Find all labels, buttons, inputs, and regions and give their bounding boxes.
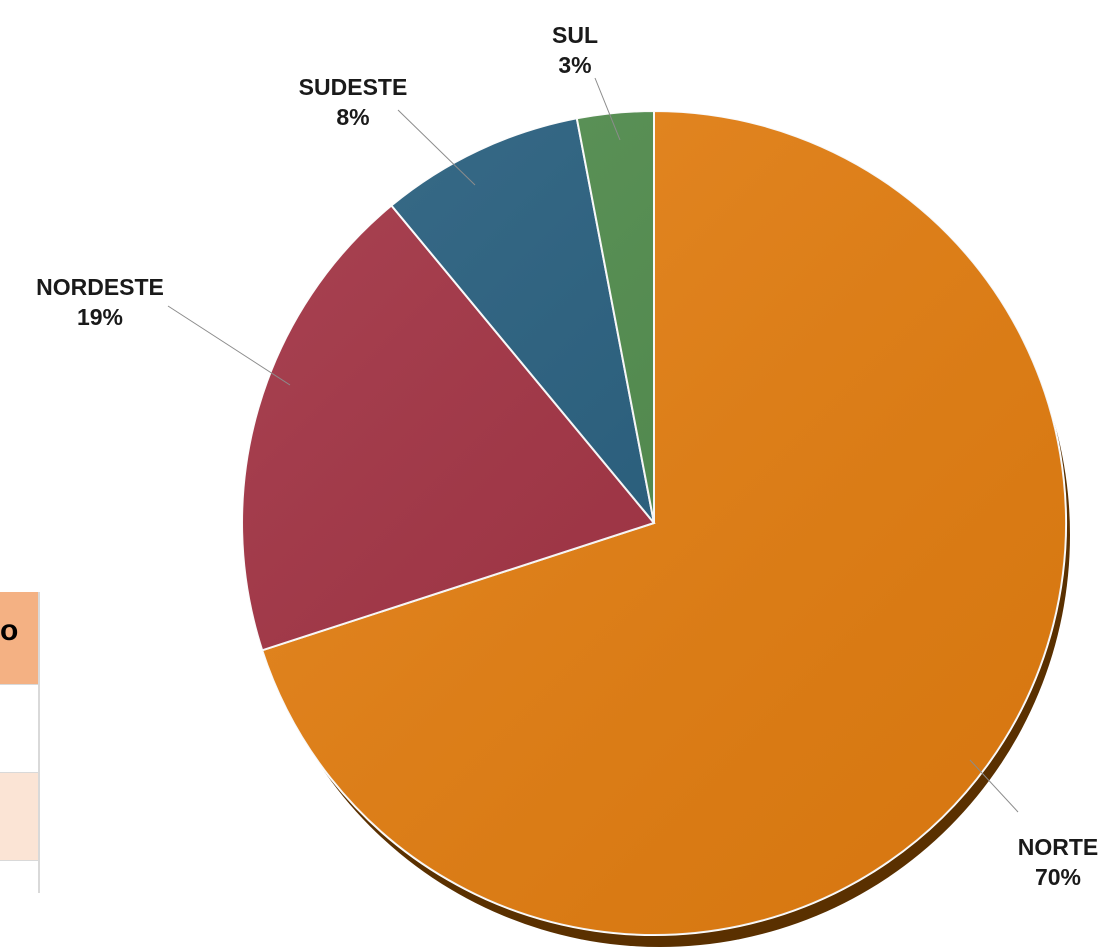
table-fragment: o [0, 592, 40, 893]
leader-line-sul [594, 77, 621, 141]
slice-label-norte: NORTE [1018, 834, 1099, 860]
leader-line-norte [969, 759, 1019, 813]
slice-label-sul: SUL [552, 22, 598, 48]
slice-label-sudeste: SUDESTE [299, 74, 408, 100]
slice-percent-norte: 70% [1035, 864, 1081, 890]
slice-percent-sul: 3% [558, 52, 591, 78]
leader-line-nordeste [167, 305, 291, 386]
slice-label-nordeste: NORDESTE [36, 274, 164, 300]
table-row [0, 860, 40, 893]
table-header-text: o [0, 614, 19, 647]
slice-percent-sudeste: 8% [336, 104, 369, 130]
leader-line-sudeste [397, 109, 476, 186]
table-row [0, 684, 40, 773]
table-header-cell: o [0, 592, 40, 684]
slice-percent-nordeste: 19% [77, 304, 123, 330]
table-row [0, 772, 40, 861]
